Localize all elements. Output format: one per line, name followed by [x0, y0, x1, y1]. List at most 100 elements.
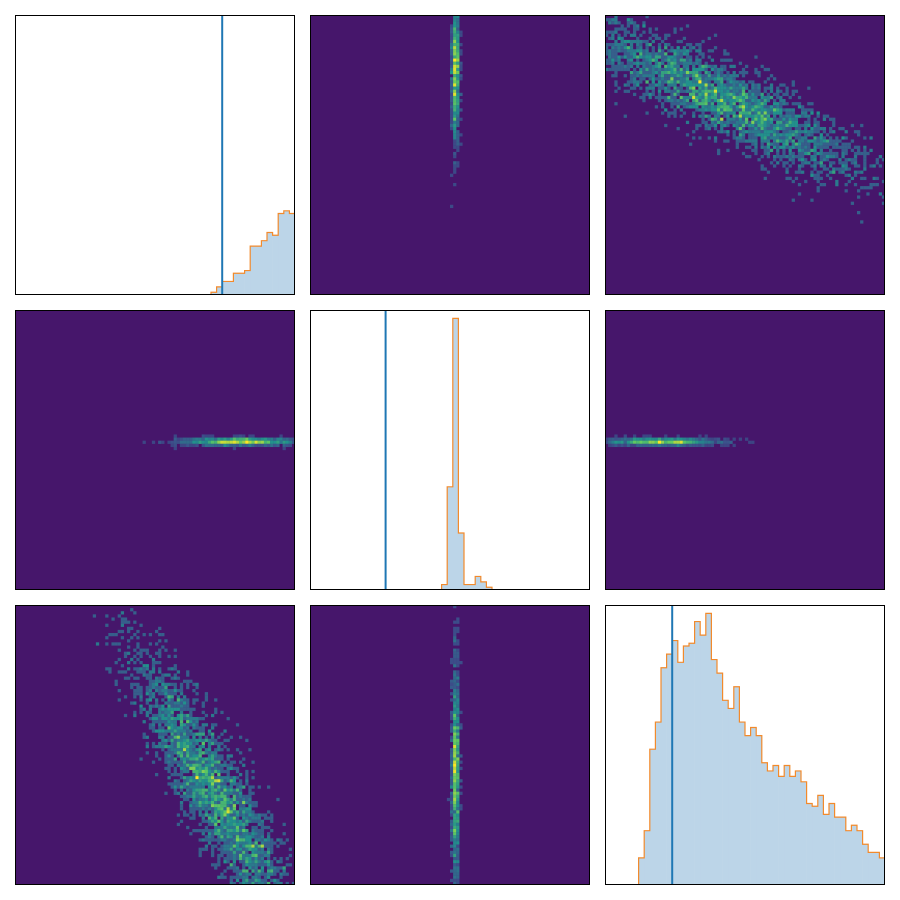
histogram-bar — [239, 273, 245, 295]
density-cell — [257, 838, 261, 842]
density-cell — [633, 33, 637, 37]
density-cell — [151, 713, 156, 718]
density-cell — [232, 766, 237, 771]
density-cell — [810, 198, 814, 202]
density-cell — [695, 108, 699, 112]
density-cell — [214, 797, 218, 802]
density-cell — [741, 89, 746, 93]
density-cell — [608, 67, 612, 72]
density-cell — [645, 43, 649, 47]
density-cell — [804, 123, 808, 128]
density-cell — [207, 766, 212, 771]
density-cell — [204, 434, 209, 438]
density-cell — [161, 741, 165, 746]
density-cell — [127, 645, 131, 649]
density-cell — [248, 440, 252, 444]
density-cell — [450, 723, 454, 727]
density-cell — [713, 120, 718, 125]
density-cell — [769, 127, 774, 131]
density-cell — [186, 794, 190, 799]
density-cell — [201, 738, 205, 743]
density-cell — [763, 117, 767, 121]
density-cell — [704, 89, 708, 93]
density-cell — [164, 692, 168, 696]
density-cell — [117, 670, 121, 674]
density-cell — [211, 440, 215, 444]
density-cell — [223, 857, 227, 861]
density-cell — [198, 847, 202, 851]
density-cell — [738, 120, 743, 125]
density-cell — [217, 763, 221, 767]
density-cell — [623, 33, 627, 37]
density-cell — [133, 695, 137, 699]
density-cell — [841, 151, 845, 156]
density-cell — [245, 440, 249, 444]
density-cell — [829, 148, 833, 153]
density-cell — [605, 43, 609, 47]
histogram-bar — [840, 817, 847, 885]
density-cell — [179, 729, 184, 733]
density-cell — [844, 173, 848, 177]
density-cells — [446, 605, 463, 885]
density-cell — [251, 829, 255, 833]
density-cell — [769, 142, 774, 146]
density-cell — [751, 99, 755, 103]
density-cell — [453, 869, 457, 873]
density-cell — [170, 695, 174, 699]
density-cell — [148, 676, 153, 680]
density-cell — [453, 779, 457, 783]
density-cell — [450, 173, 454, 177]
density-cell — [682, 111, 687, 115]
density-cell — [661, 111, 665, 115]
density-cells — [142, 434, 295, 451]
density-cell — [810, 170, 814, 174]
density-cell — [186, 813, 190, 817]
density-cell — [763, 148, 767, 153]
density-cell — [148, 682, 153, 687]
density-cell — [173, 748, 177, 752]
density-cell — [453, 766, 457, 771]
density-cell — [254, 825, 258, 830]
density-cell — [735, 145, 739, 149]
density-cell — [670, 49, 674, 53]
density-cell — [245, 853, 249, 858]
density-cell — [791, 102, 795, 106]
density-cell — [881, 201, 885, 205]
density-cell — [245, 437, 249, 441]
density-cell — [263, 443, 268, 448]
density-cell — [645, 92, 649, 97]
density-cell — [664, 43, 668, 47]
density-cell — [648, 27, 652, 31]
density-cell — [453, 698, 457, 702]
density-cell — [267, 850, 271, 855]
density-cell — [844, 189, 848, 193]
density-cell — [723, 95, 727, 100]
density-cell — [773, 77, 777, 81]
density-cell — [648, 443, 652, 448]
density-cell — [853, 158, 858, 162]
density-cell — [223, 797, 227, 802]
density-cell — [754, 117, 758, 121]
density-cell — [807, 133, 811, 137]
density-cell — [133, 713, 137, 718]
density-cell — [682, 52, 687, 56]
density-cell — [120, 636, 125, 640]
density-cell — [139, 670, 143, 674]
density-cell — [453, 819, 457, 823]
density-cell — [710, 99, 715, 103]
density-cell — [183, 791, 187, 795]
density-cell — [201, 769, 205, 774]
density-cell — [720, 89, 724, 93]
density-cell — [651, 52, 655, 56]
density-cell — [179, 692, 184, 696]
density-cell — [198, 810, 202, 814]
density-cell — [456, 773, 460, 777]
density-cell — [251, 832, 255, 836]
density-cell — [204, 825, 209, 830]
density-cell — [766, 123, 771, 128]
density-cell — [676, 92, 680, 97]
density-cell — [242, 850, 246, 855]
density-cell — [673, 52, 677, 56]
density-cell — [679, 86, 683, 90]
density-cell — [701, 111, 705, 115]
